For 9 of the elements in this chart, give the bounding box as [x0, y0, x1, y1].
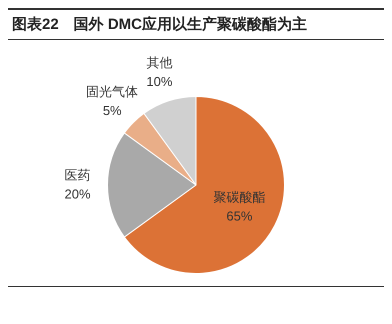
slice-label: 医药 — [64, 168, 90, 183]
data-label: 10% — [146, 74, 173, 89]
slice-label: 其他 — [146, 54, 172, 70]
data-label: 20% — [64, 186, 91, 202]
slice-label: 聚碳酸酯 — [213, 190, 266, 205]
data-label: 65% — [226, 208, 253, 224]
data-label: 5% — [102, 102, 122, 118]
slice-label: 固光气体 — [86, 84, 138, 99]
chart-title: 图表22 国外 DMC应用以生产聚碳酸酯为主 — [8, 8, 384, 40]
